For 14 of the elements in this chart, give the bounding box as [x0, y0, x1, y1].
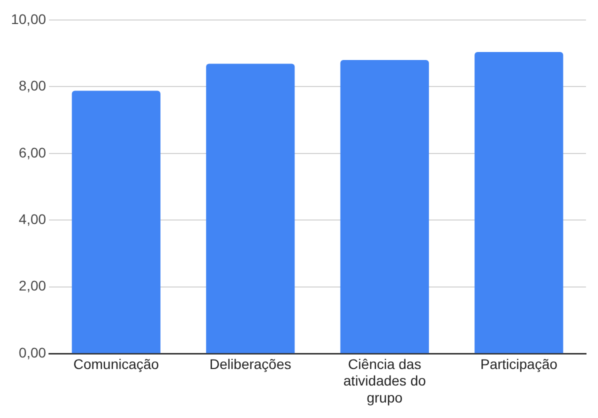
y-tick-label: 10,00: [10, 10, 46, 27]
bar: [72, 90, 160, 354]
bar: [206, 64, 295, 354]
x-tick-label: Comunicação: [73, 356, 160, 372]
y-tick-label: 0,00: [18, 344, 46, 360]
x-tick-label: Participação: [480, 356, 558, 372]
y-tick-label: 4,00: [18, 211, 46, 228]
y-tick-label: 6,00: [18, 144, 46, 160]
x-tick-label: Deliberações: [210, 356, 292, 372]
x-tick-label: Ciência das atividades do grupo: [343, 356, 426, 406]
bar: [340, 60, 429, 354]
y-tick-label: 2,00: [18, 278, 46, 294]
bar: [474, 52, 564, 354]
y-tick-label: 8,00: [18, 78, 46, 94]
